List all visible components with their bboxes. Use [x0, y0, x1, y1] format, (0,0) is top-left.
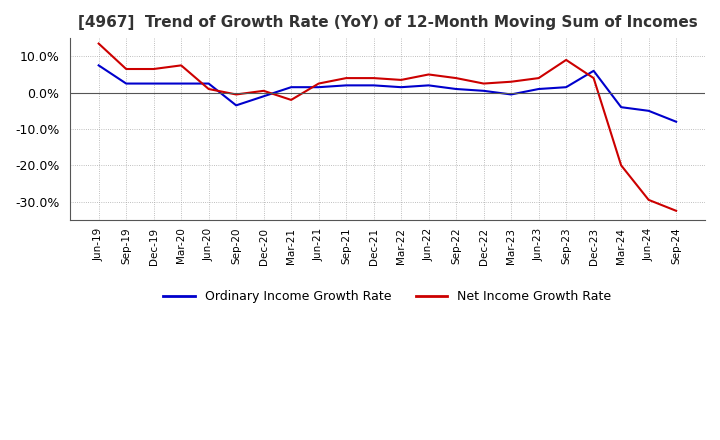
Net Income Growth Rate	[480, 81, 488, 86]
Ordinary Income Growth Rate	[177, 81, 186, 86]
Net Income Growth Rate	[204, 86, 213, 92]
Ordinary Income Growth Rate	[672, 119, 680, 125]
Ordinary Income Growth Rate	[204, 81, 213, 86]
Ordinary Income Growth Rate	[617, 105, 626, 110]
Line: Ordinary Income Growth Rate: Ordinary Income Growth Rate	[99, 66, 676, 122]
Net Income Growth Rate	[617, 163, 626, 168]
Ordinary Income Growth Rate	[342, 83, 351, 88]
Ordinary Income Growth Rate	[507, 92, 516, 97]
Net Income Growth Rate	[507, 79, 516, 84]
Ordinary Income Growth Rate	[480, 88, 488, 93]
Ordinary Income Growth Rate	[94, 63, 103, 68]
Net Income Growth Rate	[94, 41, 103, 46]
Ordinary Income Growth Rate	[397, 84, 405, 90]
Net Income Growth Rate	[369, 75, 378, 81]
Ordinary Income Growth Rate	[644, 108, 653, 114]
Net Income Growth Rate	[287, 97, 295, 103]
Ordinary Income Growth Rate	[424, 83, 433, 88]
Net Income Growth Rate	[672, 208, 680, 213]
Ordinary Income Growth Rate	[122, 81, 130, 86]
Legend: Ordinary Income Growth Rate, Net Income Growth Rate: Ordinary Income Growth Rate, Net Income …	[158, 285, 616, 308]
Net Income Growth Rate	[452, 75, 461, 81]
Ordinary Income Growth Rate	[232, 103, 240, 108]
Ordinary Income Growth Rate	[534, 86, 543, 92]
Net Income Growth Rate	[122, 66, 130, 72]
Ordinary Income Growth Rate	[259, 94, 268, 99]
Ordinary Income Growth Rate	[287, 84, 295, 90]
Ordinary Income Growth Rate	[562, 84, 570, 90]
Net Income Growth Rate	[315, 81, 323, 86]
Net Income Growth Rate	[424, 72, 433, 77]
Net Income Growth Rate	[397, 77, 405, 83]
Ordinary Income Growth Rate	[589, 68, 598, 73]
Title: [4967]  Trend of Growth Rate (YoY) of 12-Month Moving Sum of Incomes: [4967] Trend of Growth Rate (YoY) of 12-…	[78, 15, 697, 30]
Net Income Growth Rate	[644, 197, 653, 202]
Ordinary Income Growth Rate	[369, 83, 378, 88]
Net Income Growth Rate	[259, 88, 268, 93]
Line: Net Income Growth Rate: Net Income Growth Rate	[99, 44, 676, 211]
Net Income Growth Rate	[149, 66, 158, 72]
Net Income Growth Rate	[534, 75, 543, 81]
Net Income Growth Rate	[232, 92, 240, 97]
Ordinary Income Growth Rate	[149, 81, 158, 86]
Ordinary Income Growth Rate	[452, 86, 461, 92]
Ordinary Income Growth Rate	[315, 84, 323, 90]
Net Income Growth Rate	[562, 57, 570, 62]
Net Income Growth Rate	[589, 75, 598, 81]
Net Income Growth Rate	[342, 75, 351, 81]
Net Income Growth Rate	[177, 63, 186, 68]
